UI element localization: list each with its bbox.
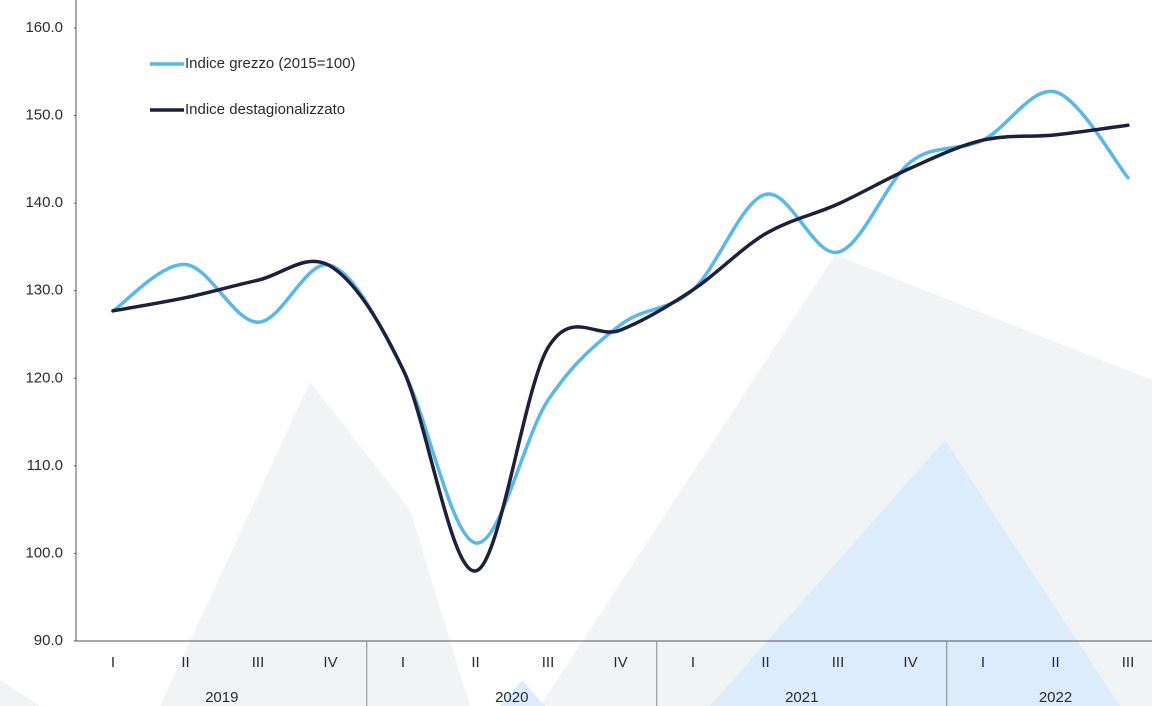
x-tick-label: I bbox=[401, 654, 405, 671]
background bbox=[0, 255, 1152, 706]
y-tick-label: 140.0 bbox=[25, 194, 63, 211]
y-tick-label: 90.0 bbox=[34, 632, 63, 649]
x-tick-label: IV bbox=[613, 654, 627, 671]
legend-label: Indice grezzo (2015=100) bbox=[185, 55, 356, 72]
y-tick-label: 160.0 bbox=[25, 19, 63, 36]
x-tick-label: IV bbox=[323, 654, 337, 671]
x-tick-label: I bbox=[111, 654, 115, 671]
y-tick-label: 120.0 bbox=[25, 369, 63, 386]
year-label: 2021 bbox=[785, 689, 818, 706]
x-tick-label: IV bbox=[903, 654, 917, 671]
chart: 90.0 100.0 110.0 120.0 130.0 140.0 150.0 160.0 I… bbox=[0, 0, 1152, 706]
y-tick-label: 110.0 bbox=[27, 457, 63, 474]
x-tick-label: III bbox=[1122, 654, 1135, 671]
y-tick-label: 100.0 bbox=[25, 544, 63, 561]
x-tick-label: I bbox=[691, 654, 695, 671]
y-tick-label: 130.0 bbox=[25, 282, 63, 299]
x-tick-label: II bbox=[1051, 654, 1059, 671]
x-tick-label: II bbox=[761, 654, 769, 671]
legend-label: Indice destagionalizzato bbox=[185, 101, 345, 118]
year-label: 2022 bbox=[1039, 689, 1072, 706]
x-tick-label: III bbox=[252, 654, 265, 671]
x-tick-label: II bbox=[181, 654, 189, 671]
year-label: 2020 bbox=[495, 689, 528, 706]
y-tick-label: 150.0 bbox=[25, 107, 63, 124]
x-tick-label: I bbox=[981, 654, 985, 671]
x-tick-label: III bbox=[832, 654, 845, 671]
year-label: 2019 bbox=[205, 689, 238, 706]
x-tick-label: II bbox=[471, 654, 479, 671]
x-tick-label: III bbox=[542, 654, 555, 671]
